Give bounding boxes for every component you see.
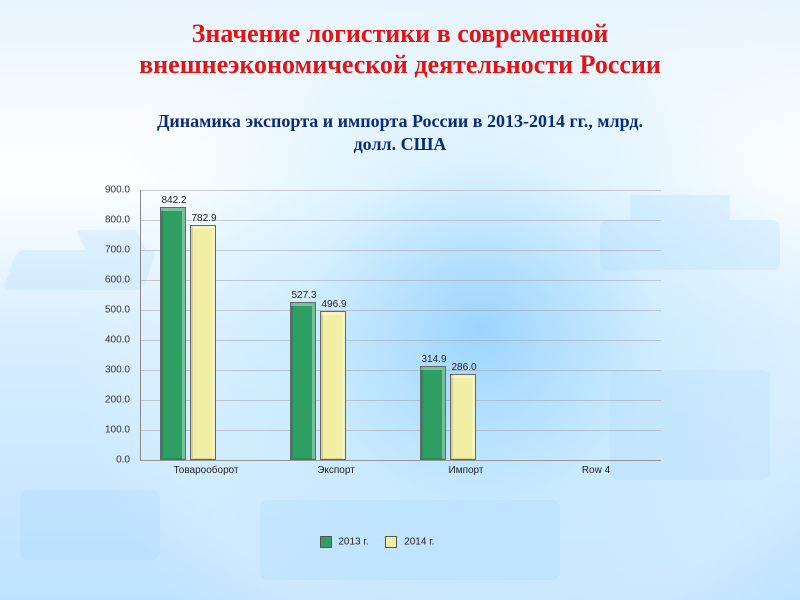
- x-category-label: Товарооборот: [173, 465, 238, 476]
- subtitle-line-1: Динамика экспорта и импорта России в 201…: [157, 111, 643, 131]
- gridline: [141, 370, 661, 371]
- title-line-1: Значение логистики в современной: [192, 19, 609, 48]
- y-tick-label: 900.0: [70, 185, 136, 196]
- subtitle-line-2: долл. США: [354, 134, 447, 154]
- bar: 286.0: [450, 374, 476, 460]
- x-category-label: Row 4: [582, 465, 610, 476]
- gridline: [141, 460, 661, 461]
- slide-title: Значение логистики в современной внешнеэ…: [0, 18, 800, 80]
- y-tick-label: 200.0: [70, 395, 136, 406]
- plot-area: Товарооборот842.2782.9Экспорт527.3496.9И…: [140, 190, 661, 461]
- gridline: [141, 250, 661, 251]
- gridline: [141, 280, 661, 281]
- bar-value-label: 782.9: [191, 213, 216, 224]
- bar: 496.9: [320, 311, 346, 460]
- slide-subtitle: Динамика экспорта и импорта России в 201…: [0, 110, 800, 155]
- gridline: [141, 190, 661, 191]
- y-tick-label: 100.0: [70, 425, 136, 436]
- bar: 842.2: [160, 207, 186, 460]
- y-tick-label: 300.0: [70, 365, 136, 376]
- bar-value-label: 496.9: [321, 299, 346, 310]
- y-tick-label: 500.0: [70, 305, 136, 316]
- legend-label-1: 2013 г.: [338, 537, 368, 548]
- slide-stage: Значение логистики в современной внешнеэ…: [0, 0, 800, 600]
- title-line-2: внешнеэкономической деятельности России: [139, 50, 661, 79]
- bar-value-label: 527.3: [291, 290, 316, 301]
- bar: 527.3: [290, 302, 316, 460]
- legend-label-2: 2014 г.: [404, 537, 434, 548]
- y-tick-label: 700.0: [70, 245, 136, 256]
- y-tick-label: 0.0: [70, 455, 136, 466]
- legend-swatch-1: [320, 536, 332, 548]
- x-category-label: Импорт: [449, 465, 484, 476]
- gridline: [141, 400, 661, 401]
- y-tick-label: 600.0: [70, 275, 136, 286]
- gridline: [141, 430, 661, 431]
- bar-value-label: 314.9: [421, 354, 446, 365]
- y-tick-label: 400.0: [70, 335, 136, 346]
- bar-chart: 0.0 100.0 200.0 300.0 400.0 500.0 600.0 700.0 80…: [70, 190, 670, 510]
- bar: 314.9: [420, 366, 446, 460]
- bar-value-label: 842.2: [161, 195, 186, 206]
- legend-swatch-2: [385, 536, 397, 548]
- bar: 782.9: [190, 225, 216, 460]
- y-tick-label: 800.0: [70, 215, 136, 226]
- chart-legend: 2013 г. 2014 г.: [70, 536, 670, 548]
- bar-value-label: 286.0: [451, 362, 476, 373]
- y-axis: 0.0100.0200.0300.0400.0500.0600.0700.080…: [70, 190, 140, 460]
- gridline: [141, 310, 661, 311]
- gridline: [141, 220, 661, 221]
- gridline: [141, 340, 661, 341]
- x-category-label: Экспорт: [317, 465, 355, 476]
